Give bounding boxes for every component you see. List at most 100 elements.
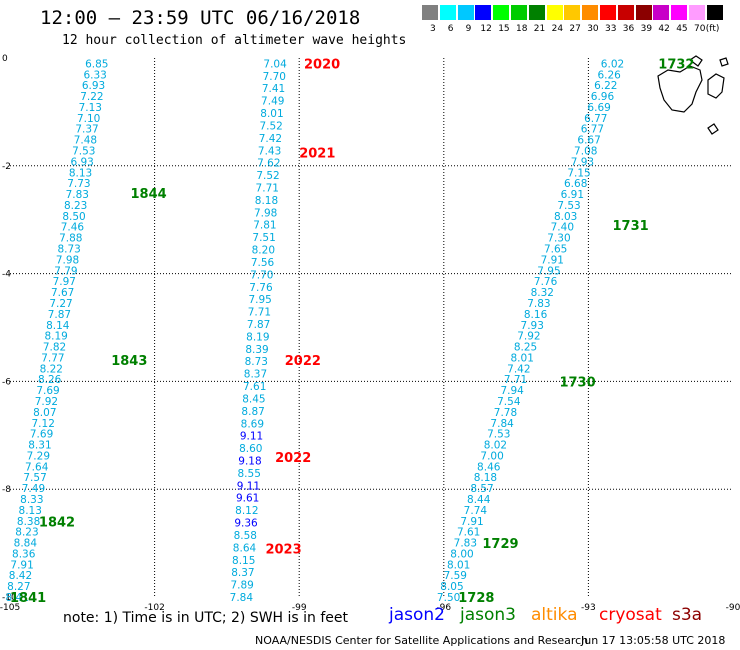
time-annotation: 2022: [275, 451, 311, 466]
swh-value: 7.88: [59, 233, 82, 245]
swh-value: 8.03: [554, 211, 577, 223]
color-scale-label: 70: [694, 24, 706, 34]
swh-value: 7.15: [567, 167, 590, 179]
swh-value: 8.13: [19, 505, 42, 517]
swh-value: 6.02: [601, 58, 624, 70]
swh-value: 7.97: [53, 276, 76, 288]
color-scale-label: 12: [480, 24, 492, 34]
time-annotation: 2021: [299, 146, 335, 161]
swh-value: 7.95: [248, 294, 271, 306]
swh-value: 7.29: [27, 450, 50, 462]
swh-value: 8.13: [69, 167, 92, 179]
swh-value: 7.83: [454, 538, 477, 550]
swh-value: 7.74: [464, 505, 488, 517]
swh-value: 8.22: [40, 363, 63, 375]
swh-value: 8.73: [57, 244, 80, 256]
swh-value: 7.27: [49, 298, 72, 310]
color-scale-label: 27: [569, 24, 581, 34]
swh-value: 8.02: [484, 440, 507, 452]
time-annotation: 1728: [458, 591, 494, 606]
swh-value: 6.26: [597, 69, 621, 81]
color-swatch: [439, 5, 456, 20]
color-scale-label: 30: [587, 24, 599, 34]
color-scale-label: 45: [676, 24, 688, 34]
swh-value: 7.71: [248, 307, 271, 319]
swh-value: 7.46: [61, 222, 85, 234]
swh-value: 7.53: [557, 200, 580, 212]
swh-value: 9.11: [240, 431, 263, 443]
swh-value: 7.83: [66, 189, 89, 201]
swh-value: 8.18: [255, 195, 278, 207]
time-annotation: 2020: [304, 57, 340, 72]
swh-value: 8.23: [64, 200, 87, 212]
color-swatch: [457, 5, 474, 20]
legend-jason2: jason2: [389, 605, 445, 625]
swh-value: 8.57: [470, 483, 493, 495]
swh-value: 7.92: [517, 331, 540, 343]
swh-value: 7.51: [252, 232, 275, 244]
island-outline: [657, 65, 703, 113]
swh-value: 7.78: [494, 407, 517, 419]
credit-text: NOAA/NESDIS Center for Satellite Applica…: [255, 634, 589, 647]
swh-value: 7.76: [534, 276, 558, 288]
color-swatch: [671, 5, 688, 20]
swh-value: 7.00: [480, 450, 503, 462]
swh-value: 7.42: [259, 133, 282, 145]
swh-value: 7.95: [537, 265, 560, 277]
swh-value: 7.93: [521, 320, 544, 332]
swh-value: 7.70: [263, 71, 286, 83]
swh-value: 8.16: [524, 309, 548, 321]
swh-value: 8.87: [241, 406, 264, 418]
swh-value: 9.11: [237, 480, 260, 492]
swh-value: 7.53: [72, 146, 95, 158]
swh-value: 8.27: [7, 581, 30, 593]
swh-value: 7.91: [541, 254, 564, 266]
swh-value: 6.33: [83, 69, 106, 81]
swh-value: 7.98: [254, 207, 277, 219]
swh-value: 8.73: [245, 356, 268, 368]
swh-value: 8.12: [235, 505, 258, 517]
swh-value: 8.15: [232, 555, 255, 567]
swh-value: 6.77: [584, 113, 607, 125]
swh-value: 7.42: [507, 363, 530, 375]
swh-value: 8.38: [17, 516, 40, 528]
swh-value: 8.23: [15, 527, 38, 539]
x-tick-label: -93: [581, 603, 596, 613]
color-swatch: [617, 5, 634, 20]
y-tick-label: -4: [2, 270, 11, 280]
time-annotation: 1842: [39, 516, 75, 531]
swh-value: 7.13: [79, 102, 102, 114]
swh-value: 7.84: [490, 418, 514, 430]
swh-value: 8.32: [531, 287, 554, 299]
swh-value: 8.50: [62, 211, 85, 223]
swh-value: 8.05: [440, 581, 463, 593]
swh-value: 7.81: [253, 220, 276, 232]
swh-value: 8.41: [6, 592, 29, 604]
swh-value: 7.10: [77, 113, 100, 125]
swh-value: 7.56: [251, 257, 275, 269]
time-annotation: 2023: [265, 542, 301, 557]
time-annotation: 1844: [131, 187, 167, 202]
swh-value: 8.26: [38, 374, 62, 386]
swh-value: 8.46: [477, 461, 501, 473]
swh-value: 8.20: [252, 245, 275, 257]
swh-value: 7.50: [437, 592, 460, 604]
swh-value: 7.61: [243, 381, 266, 393]
color-swatch: [422, 5, 438, 20]
page-subtitle: 12 hour collection of altimeter wave hei…: [62, 33, 407, 48]
swh-value: 7.91: [10, 559, 33, 571]
swh-value: 8.00: [450, 548, 473, 560]
swh-value: 8.01: [447, 559, 470, 571]
swh-value: 8.07: [33, 407, 56, 419]
y-tick-label: -8: [2, 485, 11, 495]
island-outline: [719, 57, 729, 67]
swh-value: 7.76: [249, 282, 273, 294]
swh-value: 7.57: [23, 472, 46, 484]
color-scale-label: 39: [640, 24, 653, 34]
color-swatch: [493, 5, 510, 20]
swh-value: 8.45: [242, 393, 265, 405]
island-outline: [688, 55, 703, 67]
x-tick-label: -105: [0, 603, 20, 613]
swh-value: 7.53: [487, 429, 510, 441]
